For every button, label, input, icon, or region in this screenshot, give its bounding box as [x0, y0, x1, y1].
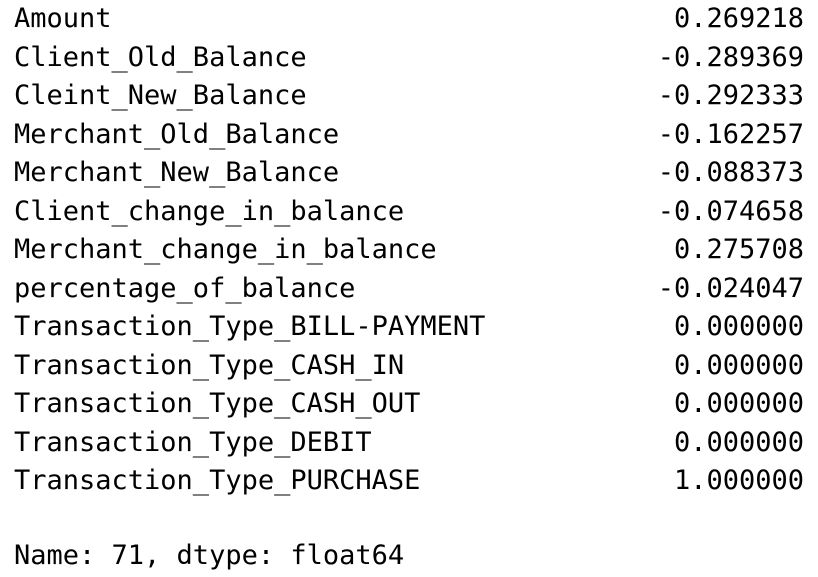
series-row: percentage_of_balance -0.024047 — [14, 270, 804, 309]
row-label: Transaction_Type_CASH_OUT — [14, 388, 421, 419]
series-row: Merchant_New_Balance -0.088373 — [14, 154, 804, 193]
series-row: Transaction_Type_CASH_IN 0.000000 — [14, 347, 804, 386]
row-value: -0.024047 — [657, 272, 804, 304]
row-label: Cleint_New_Balance — [14, 80, 307, 111]
row-value: 1.000000 — [673, 465, 804, 496]
row-value: 0.269218 — [673, 3, 804, 34]
row-value: -0.289369 — [657, 41, 804, 73]
row-label: Client_Old_Balance — [14, 41, 307, 73]
series-row: Merchant_change_in_balance 0.275708 — [14, 231, 804, 270]
series-row: Merchant_Old_Balance -0.162257 — [14, 116, 804, 155]
row-value: 0.000000 — [673, 388, 804, 419]
row-label: Transaction_Type_BILL-PAYMENT — [14, 311, 486, 342]
row-label: Merchant_change_in_balance — [14, 234, 437, 265]
series-row: Transaction_Type_CASH_OUT 0.000000 — [14, 385, 804, 424]
row-value: 0.275708 — [673, 234, 804, 265]
row-value: -0.074658 — [657, 195, 804, 227]
series-row: Transaction_Type_BILL-PAYMENT 0.000000 — [14, 308, 804, 347]
row-label: Transaction_Type_DEBIT — [14, 426, 372, 458]
row-label: Amount — [14, 3, 112, 34]
row-value: -0.162257 — [657, 118, 804, 150]
row-label: Client_change_in_balance — [14, 195, 405, 227]
series-footer: Name: 71, dtype: float64 — [14, 540, 405, 571]
row-label: Merchant_New_Balance — [14, 157, 340, 188]
row-value: -0.292333 — [657, 80, 804, 111]
series-row: Transaction_Type_DEBIT 0.000000 — [14, 424, 804, 463]
row-value: 0.000000 — [673, 349, 804, 381]
series-row: Client_change_in_balance -0.074658 — [14, 193, 804, 232]
row-value: -0.088373 — [657, 157, 804, 188]
series-output: Amount 0.269218 Client_Old_Balance -0.28… — [14, 0, 804, 501]
series-row: Client_Old_Balance -0.289369 — [14, 39, 804, 78]
series-row: Amount 0.269218 — [14, 0, 804, 39]
row-label: Transaction_Type_PURCHASE — [14, 465, 421, 496]
row-label: percentage_of_balance — [14, 272, 356, 304]
row-label: Transaction_Type_CASH_IN — [14, 349, 405, 381]
row-value: 0.000000 — [673, 311, 804, 342]
row-label: Merchant_Old_Balance — [14, 118, 340, 150]
series-row: Cleint_New_Balance -0.292333 — [14, 77, 804, 116]
series-row: Transaction_Type_PURCHASE 1.000000 — [14, 462, 804, 501]
row-value: 0.000000 — [673, 426, 804, 458]
